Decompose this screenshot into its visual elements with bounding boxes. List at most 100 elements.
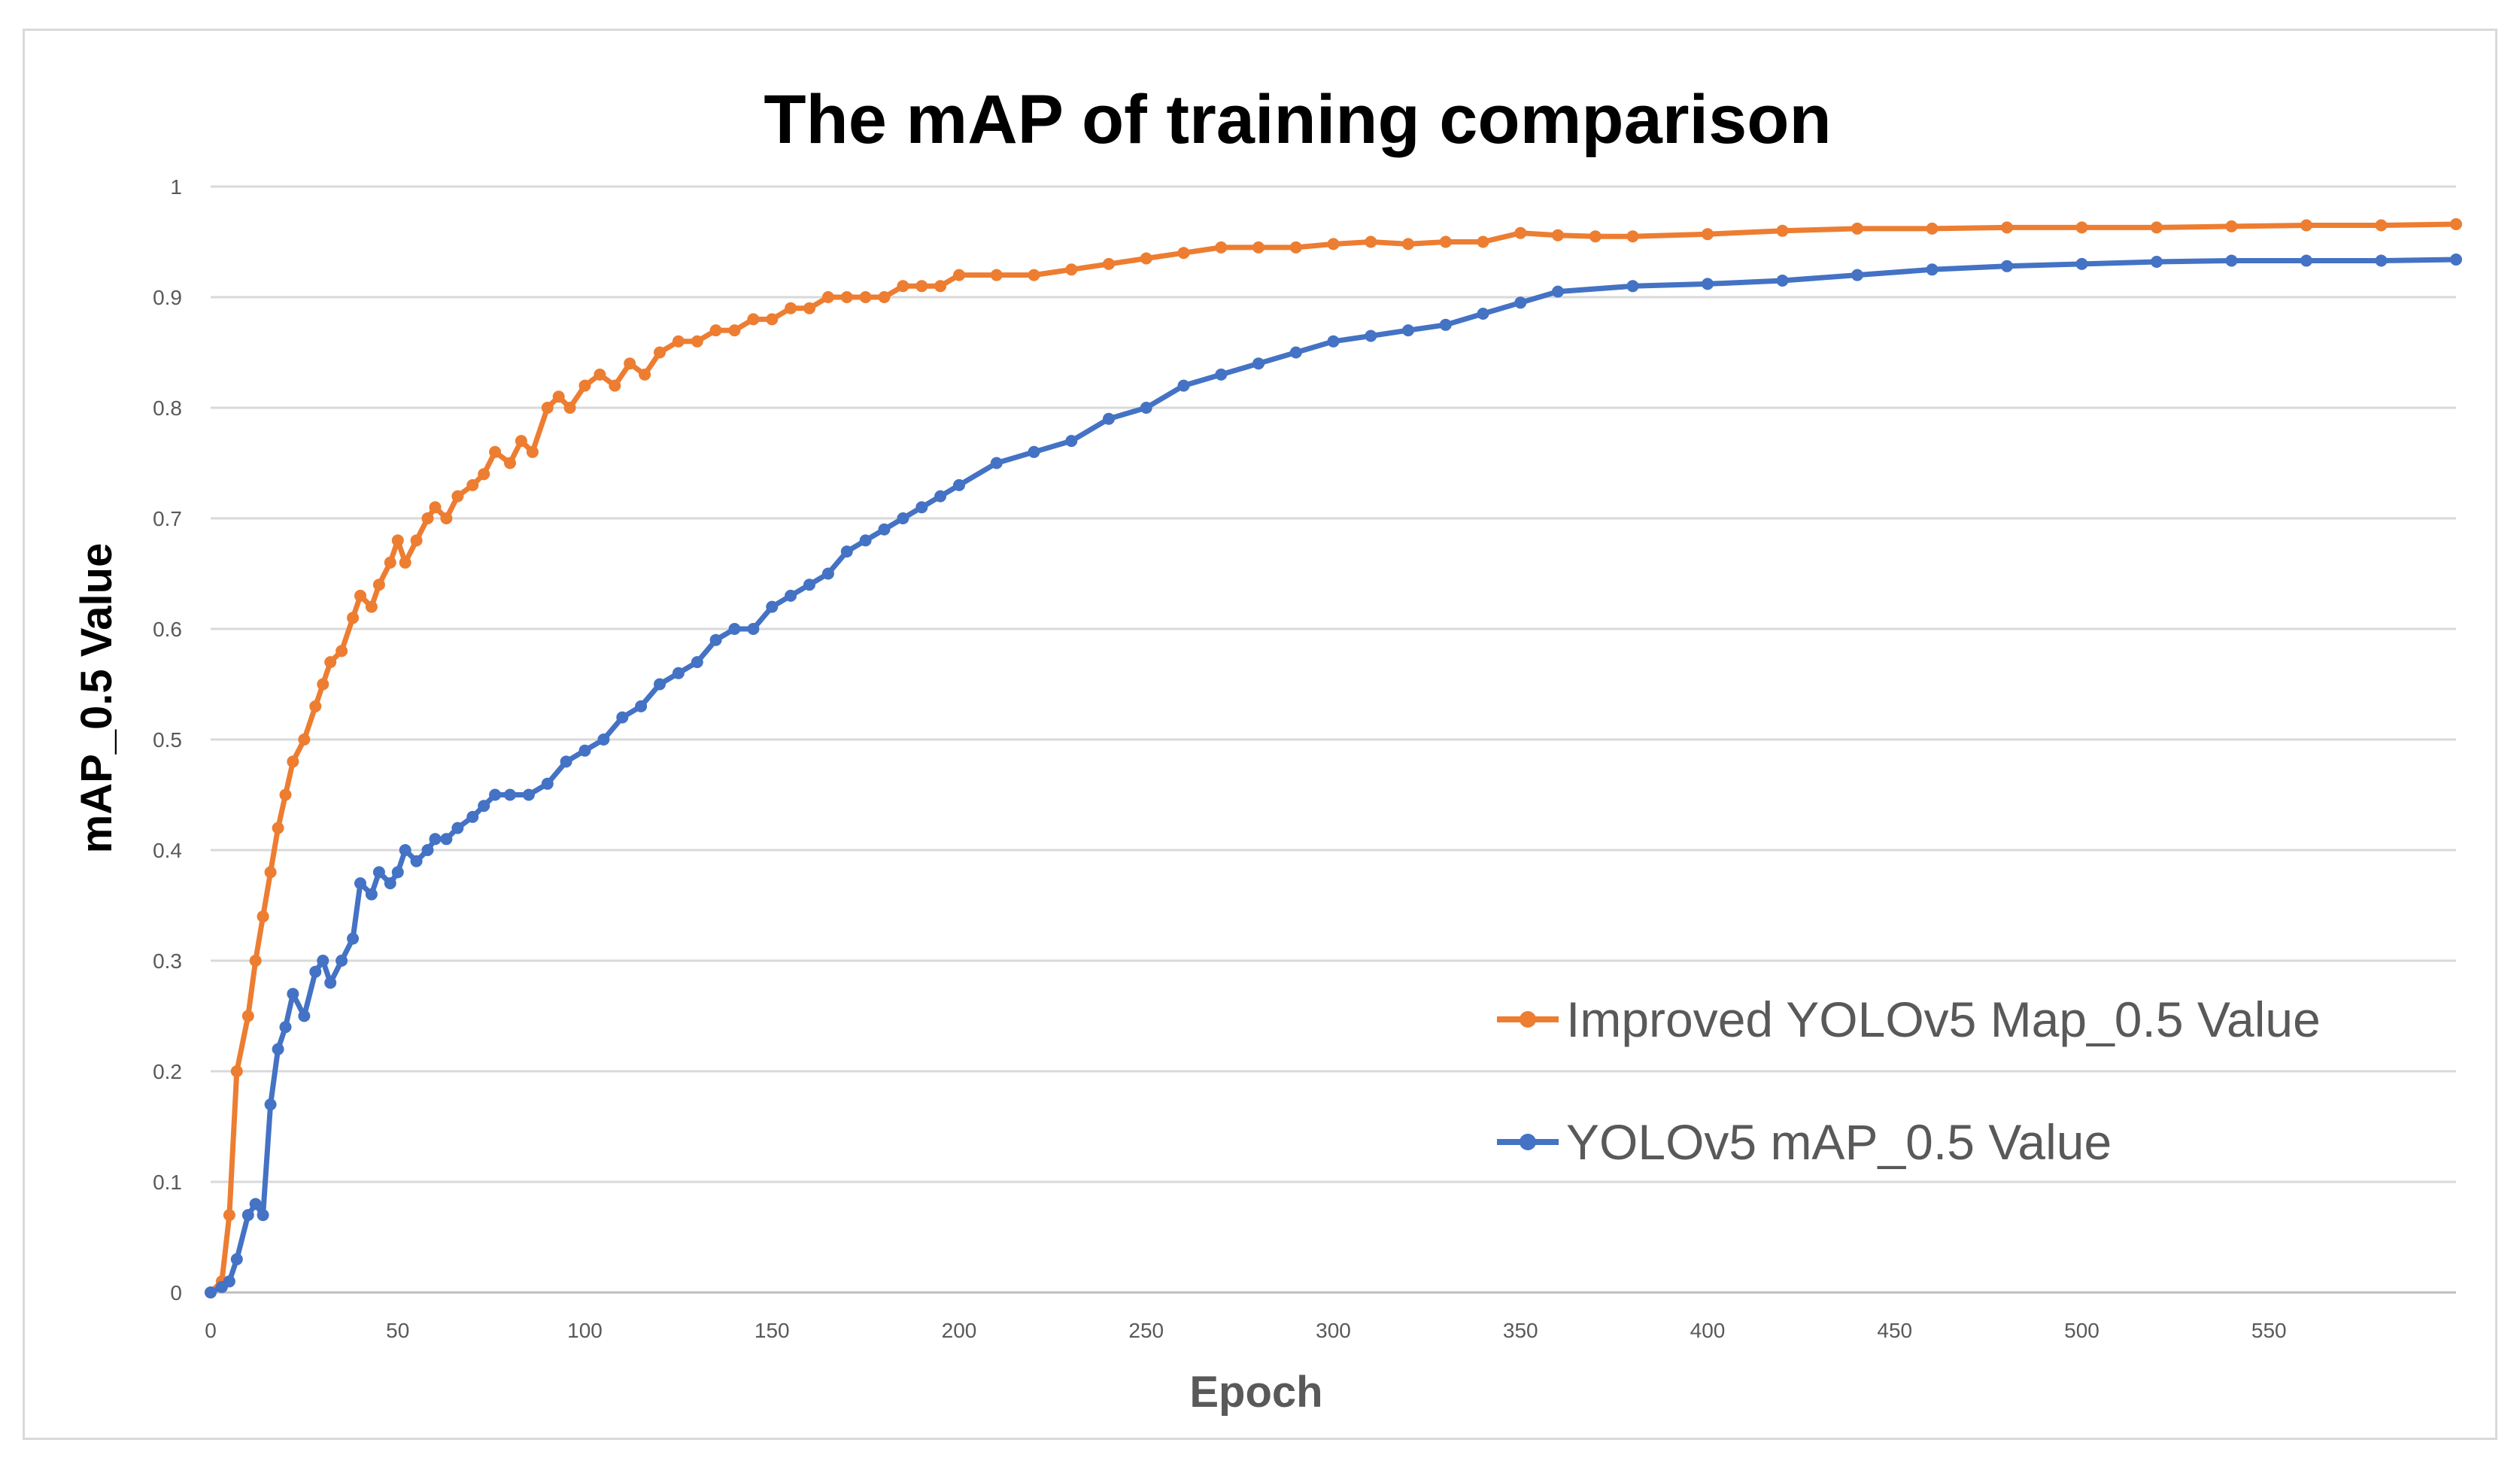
data-point <box>552 390 565 403</box>
data-point <box>223 1209 235 1222</box>
data-point <box>1776 275 1789 287</box>
data-point <box>410 534 423 547</box>
data-point <box>429 833 442 846</box>
data-point <box>309 700 322 712</box>
data-point <box>526 445 539 458</box>
data-point <box>249 955 262 967</box>
data-point <box>241 1209 254 1222</box>
data-point <box>616 711 629 724</box>
data-point <box>803 302 815 314</box>
data-point <box>421 844 434 856</box>
data-point <box>272 1043 284 1055</box>
data-point <box>279 788 292 801</box>
data-point <box>230 1065 243 1077</box>
data-point <box>1402 324 1414 337</box>
data-point <box>466 810 479 823</box>
data-point <box>241 1010 254 1022</box>
data-point <box>223 1275 235 1288</box>
data-point <box>317 955 329 967</box>
data-point <box>990 269 1003 281</box>
x-tick-label: 150 <box>754 1319 790 1342</box>
data-point <box>672 667 685 679</box>
data-point <box>1439 235 1452 248</box>
data-point <box>934 280 947 293</box>
data-point <box>1028 269 1040 281</box>
data-point <box>365 888 378 901</box>
data-point <box>1589 230 1602 243</box>
data-point <box>1702 278 1714 290</box>
x-axis-title: Epoch <box>1189 1368 1322 1417</box>
x-tick-label: 350 <box>1503 1319 1538 1342</box>
data-point <box>1103 257 1115 270</box>
data-point <box>515 435 527 448</box>
data-point <box>878 291 891 303</box>
y-tick-label: 0 <box>170 1281 182 1305</box>
data-point <box>489 788 502 801</box>
data-point <box>1626 280 1639 293</box>
y-tick-label: 0.7 <box>153 507 182 530</box>
data-point <box>654 678 666 691</box>
y-tick-label: 0.9 <box>153 286 182 309</box>
data-point <box>421 512 434 524</box>
y-tick-label: 0.1 <box>153 1171 182 1194</box>
x-tick-label: 250 <box>1128 1319 1164 1342</box>
data-point <box>897 512 909 524</box>
data-point <box>597 734 610 746</box>
data-point <box>915 501 928 514</box>
data-point <box>317 678 329 691</box>
y-tick-label: 0.8 <box>153 396 182 420</box>
data-point <box>859 534 872 547</box>
data-point <box>391 534 404 547</box>
data-point <box>264 866 277 879</box>
data-point <box>1926 263 1939 276</box>
data-point <box>541 777 554 790</box>
legend-marker <box>1520 1134 1536 1150</box>
data-point <box>803 579 815 591</box>
data-point <box>372 579 385 591</box>
data-point <box>451 822 464 834</box>
data-point <box>639 368 651 381</box>
data-point <box>2375 219 2388 232</box>
data-point <box>541 402 554 414</box>
data-point <box>990 457 1003 469</box>
y-tick-label: 0.5 <box>153 728 182 752</box>
data-point <box>1439 318 1452 331</box>
data-point <box>384 877 396 890</box>
data-point <box>1327 238 1340 251</box>
data-point <box>709 633 722 646</box>
data-point <box>624 357 636 370</box>
data-point <box>440 512 453 524</box>
data-point <box>840 291 853 303</box>
data-point <box>1702 228 1714 241</box>
data-point <box>272 822 284 834</box>
data-point <box>347 932 360 945</box>
series-line <box>208 221 2457 1295</box>
data-point <box>1514 226 1527 239</box>
data-point <box>1028 445 1040 458</box>
data-point <box>1252 241 1265 254</box>
series-1 <box>205 218 2462 1298</box>
series-2 <box>205 254 2462 1298</box>
data-point <box>672 335 685 348</box>
data-point <box>309 965 322 978</box>
data-point <box>399 844 411 856</box>
data-point <box>560 755 572 768</box>
x-tick-label: 100 <box>567 1319 603 1342</box>
data-point <box>594 368 606 381</box>
data-point <box>466 478 479 491</box>
data-point <box>1289 241 1302 254</box>
data-point <box>2375 254 2388 267</box>
x-tick-label: 200 <box>942 1319 977 1342</box>
data-point <box>1215 368 1228 381</box>
data-point <box>859 291 872 303</box>
data-point <box>230 1253 243 1265</box>
data-point <box>578 379 591 392</box>
data-point <box>785 589 797 602</box>
y-axis-title: mAP_0.5 Value <box>72 543 121 854</box>
data-point <box>324 976 337 989</box>
x-tick-labels: 0 50 100 150 200 250 300 350 400 450 500 550 <box>205 1319 2286 1342</box>
data-point <box>1365 330 1377 342</box>
data-point <box>372 866 385 879</box>
y-tick-label: 0.6 <box>153 618 182 641</box>
data-point <box>2450 254 2462 266</box>
